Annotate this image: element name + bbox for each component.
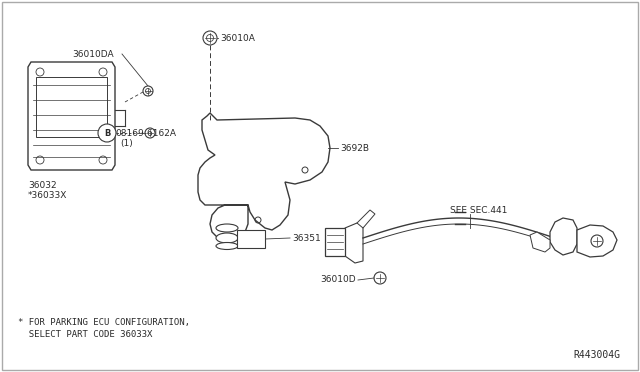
Bar <box>237 230 265 248</box>
Text: 36032: 36032 <box>28 180 56 189</box>
Polygon shape <box>28 62 115 170</box>
Text: B: B <box>104 128 110 138</box>
Polygon shape <box>357 210 375 228</box>
Text: SELECT PART CODE 36033X: SELECT PART CODE 36033X <box>18 330 152 339</box>
Polygon shape <box>345 223 363 263</box>
Polygon shape <box>530 232 550 252</box>
Polygon shape <box>198 113 330 241</box>
Polygon shape <box>577 225 617 257</box>
Text: * FOR PARKING ECU CONFIGURATION,: * FOR PARKING ECU CONFIGURATION, <box>18 318 190 327</box>
Circle shape <box>203 31 217 45</box>
Text: *36033X: *36033X <box>28 190 67 199</box>
Text: 36010D: 36010D <box>320 276 356 285</box>
Polygon shape <box>550 218 577 255</box>
Circle shape <box>98 124 116 142</box>
Text: 36351: 36351 <box>292 234 321 243</box>
Text: (1): (1) <box>120 138 132 148</box>
Text: SEE SEC.441: SEE SEC.441 <box>450 205 508 215</box>
Text: 36010DA: 36010DA <box>72 49 114 58</box>
Ellipse shape <box>216 233 238 243</box>
Text: R443004G: R443004G <box>573 350 620 360</box>
Text: 36010A: 36010A <box>220 33 255 42</box>
Bar <box>36 77 107 137</box>
Ellipse shape <box>216 243 238 250</box>
Text: 08169-6162A: 08169-6162A <box>115 128 176 138</box>
Ellipse shape <box>216 224 238 232</box>
Bar <box>325 228 345 256</box>
Circle shape <box>143 86 153 96</box>
Text: 3692B: 3692B <box>340 144 369 153</box>
